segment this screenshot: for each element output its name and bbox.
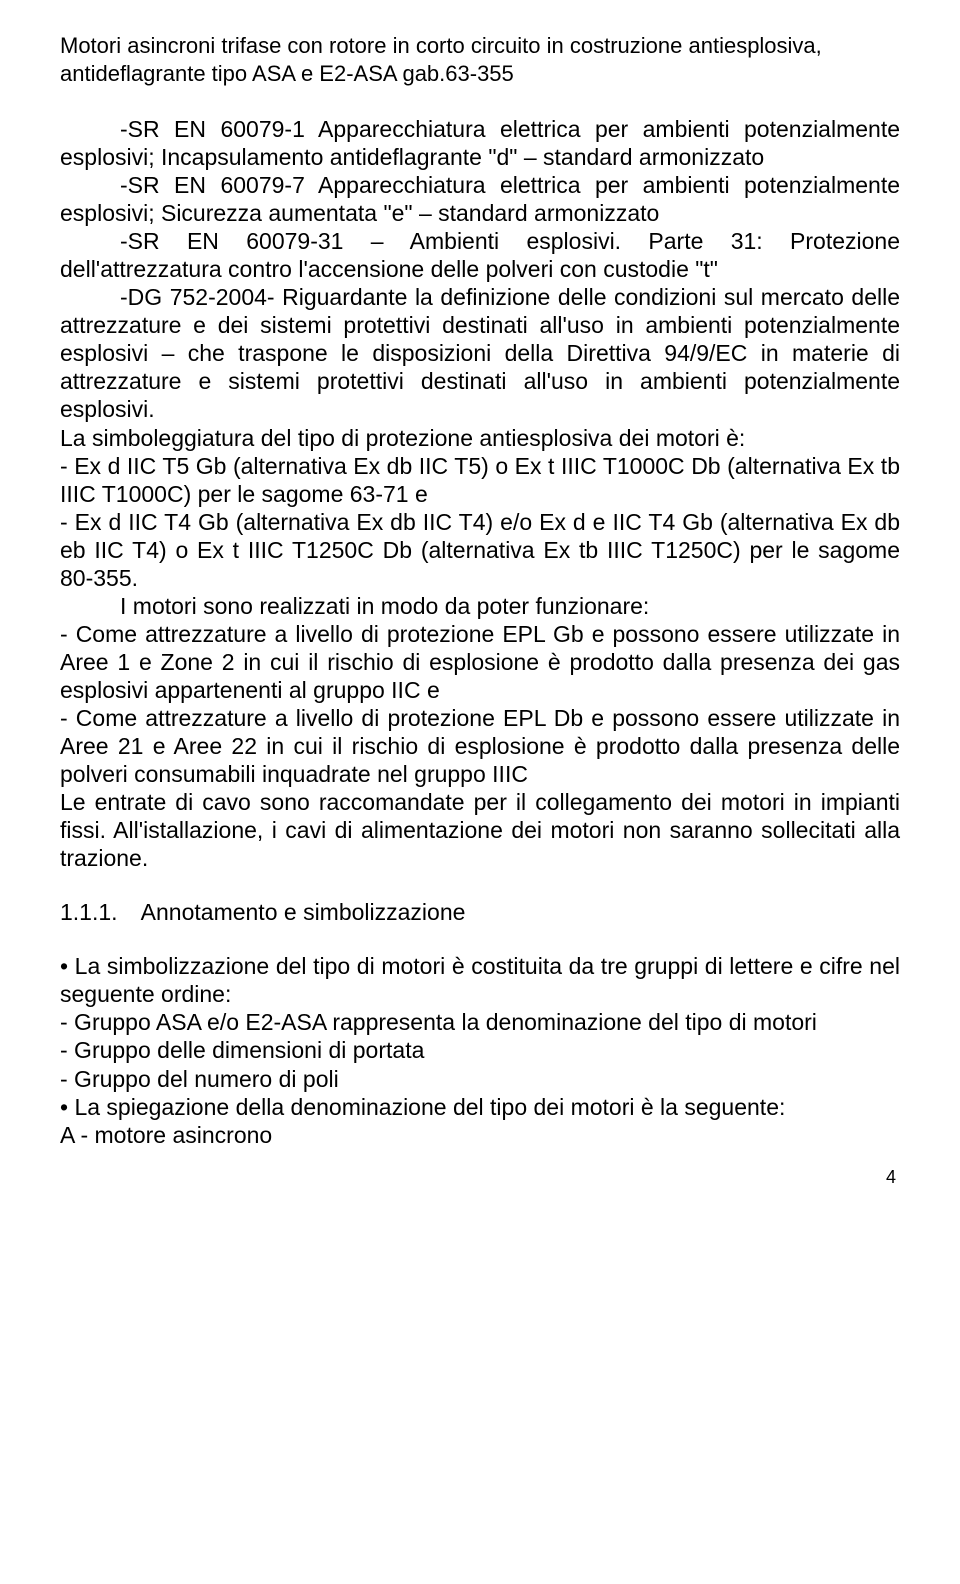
body-paragraph-epl-gb: - Come attrezzature a livello di protezi… xyxy=(60,620,900,704)
body-paragraph-cables: Le entrate di cavo sono raccomandate per… xyxy=(60,788,900,872)
bullet-symbolization-intro: • La simbolizzazione del tipo di motori … xyxy=(60,952,900,1008)
body-paragraph-std4: -DG 752-2004- Riguardante la definizione… xyxy=(60,283,900,423)
bullet-group-dimensions: - Gruppo delle dimensioni di portata xyxy=(60,1036,900,1064)
section-heading: 1.1.1. Annotamento e simbolizzazione xyxy=(60,898,900,926)
page-number: 4 xyxy=(60,1167,900,1189)
section-number: 1.1.1. xyxy=(60,898,118,926)
body-paragraph-ex1: - Ex d IIC T5 Gb (alternativa Ex db IIC … xyxy=(60,452,900,508)
body-paragraph-symbol-intro: La simboleggiatura del tipo di protezion… xyxy=(60,424,900,452)
body-paragraph-std2: -SR EN 60079-7 Apparecchiatura elettrica… xyxy=(60,171,900,227)
body-paragraph-motors-intro: I motori sono realizzati in modo da pote… xyxy=(60,592,900,620)
bullet-group-asa: - Gruppo ASA e/o E2-ASA rappresenta la d… xyxy=(60,1008,900,1036)
bullet-group-poles: - Gruppo del numero di poli xyxy=(60,1065,900,1093)
header-line-1: Motori asincroni trifase con rotore in c… xyxy=(60,32,900,60)
body-paragraph-ex2: - Ex d IIC T4 Gb (alternativa Ex db IIC … xyxy=(60,508,900,592)
body-paragraph-std3: -SR EN 60079-31 – Ambienti esplosivi. Pa… xyxy=(60,227,900,283)
document-header: Motori asincroni trifase con rotore in c… xyxy=(60,32,900,87)
bullet-a-async: A - motore asincrono xyxy=(60,1121,900,1149)
body-paragraph-epl-db: - Come attrezzature a livello di protezi… xyxy=(60,704,900,788)
section-title: Annotamento e simbolizzazione xyxy=(141,899,466,925)
body-paragraph-std1: -SR EN 60079-1 Apparecchiatura elettrica… xyxy=(60,115,900,171)
bullet-explanation-intro: • La spiegazione della denominazione del… xyxy=(60,1093,900,1121)
header-line-2: antideflagrante tipo ASA e E2-ASA gab.63… xyxy=(60,60,900,88)
